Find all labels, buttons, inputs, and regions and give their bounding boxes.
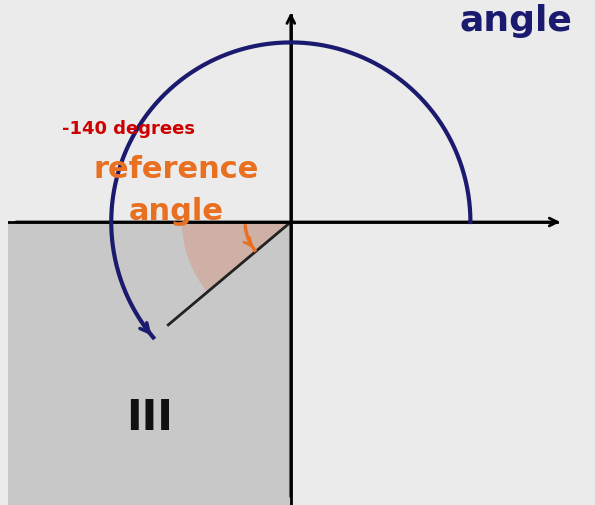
Text: reference: reference (94, 155, 259, 184)
Text: angle: angle (459, 4, 572, 38)
Text: -140 degrees: -140 degrees (62, 121, 195, 138)
Polygon shape (8, 222, 291, 505)
Text: III: III (126, 397, 173, 439)
Wedge shape (182, 222, 291, 292)
Text: angle: angle (129, 196, 224, 226)
